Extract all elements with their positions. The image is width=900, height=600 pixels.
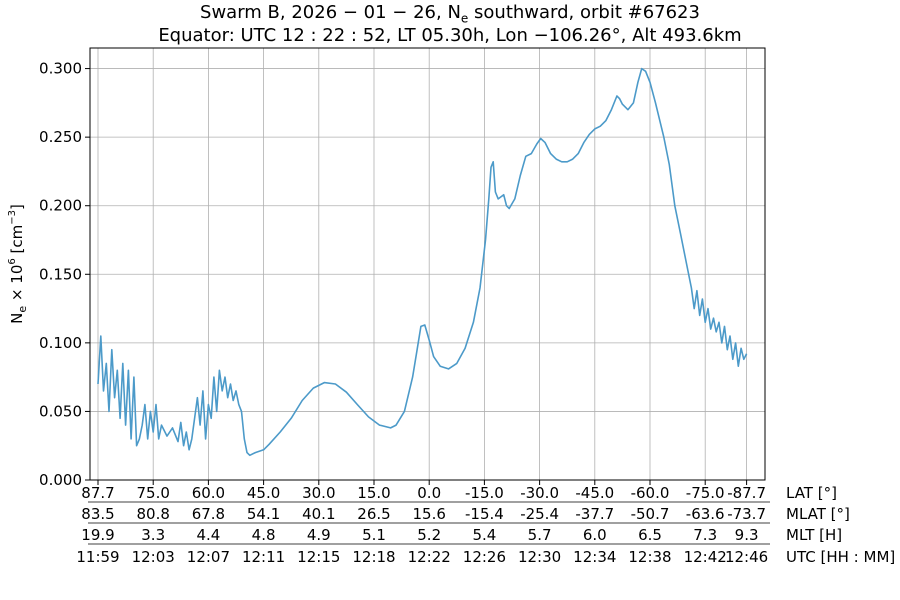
- x-tick-label: -15.4: [465, 505, 504, 523]
- x-tick-label: 12:22: [408, 548, 451, 566]
- x-row-label: UTC [HH : MM]: [786, 548, 895, 566]
- x-tick-label: 12:07: [187, 548, 230, 566]
- y-axis-label: Ne × 106 [cm−3]: [7, 204, 29, 324]
- x-tick-label: -63.6: [686, 505, 725, 523]
- x-tick-label: 45.0: [247, 484, 280, 502]
- y-axis-ticks: 0.000 0.050 0.100 0.150 0.200 0.250 0.300: [39, 60, 90, 489]
- x-tick-label: -45.0: [575, 484, 614, 502]
- plot-frame: [89, 47, 766, 481]
- x-tick-label: 26.5: [357, 505, 390, 523]
- y-tick-label: 0.300: [39, 60, 82, 78]
- x-tick-label: -60.0: [631, 484, 670, 502]
- series-layer: [97, 67, 748, 457]
- y-tick-label: 0.200: [39, 197, 82, 215]
- x-tick-label: 12:30: [518, 548, 561, 566]
- x-tick-label: 5.7: [528, 526, 552, 544]
- y-tick-label: 0.000: [39, 471, 82, 489]
- x-row-label: MLAT [°]: [786, 505, 850, 523]
- x-tick-label: 87.7: [81, 484, 114, 502]
- y-tick-label: 0.050: [39, 402, 82, 420]
- x-tick-label: 12:26: [463, 548, 506, 566]
- x-tick-label: 0.0: [417, 484, 441, 502]
- x-tick-label: 3.3: [141, 526, 165, 544]
- title-suffix: southward, orbit #67623: [468, 2, 700, 23]
- x-tick-label: 30.0: [302, 484, 335, 502]
- x-tick-label: 15.6: [412, 505, 445, 523]
- x-tick-label: 19.9: [81, 526, 114, 544]
- x-tick-label: 12:46: [725, 548, 768, 566]
- x-row-label: MLT [H]: [786, 526, 842, 544]
- x-tick-label: 12:18: [352, 548, 395, 566]
- x-tick-label: 4.9: [307, 526, 331, 544]
- x-tick-label: 15.0: [357, 484, 390, 502]
- chart-title-line1: Swarm B, 2026 − 01 − 26, Ne southward, o…: [0, 2, 900, 26]
- title-prefix: Swarm B, 2026 − 01 − 26, N: [200, 2, 461, 23]
- x-axis-tick-rows: 87.7 75.0 60.0 45.0 30.0 15.0 0.0 -15.0 -30.0 -45…: [76, 484, 895, 566]
- x-tick-label: -15.0: [465, 484, 504, 502]
- x-tick-label: 12:15: [297, 548, 340, 566]
- x-tick-label: -75.0: [686, 484, 725, 502]
- x-tick-label: 12:03: [132, 548, 175, 566]
- x-tick-label: 7.3: [693, 526, 717, 544]
- x-tick-label: 5.2: [417, 526, 441, 544]
- x-tick-label: 4.8: [252, 526, 276, 544]
- x-tick-label: -37.7: [575, 505, 614, 523]
- x-tick-label: 6.0: [583, 526, 607, 544]
- ne-series-line: [97, 67, 748, 457]
- x-tick-label: 60.0: [192, 484, 225, 502]
- x-tick-label: 75.0: [136, 484, 169, 502]
- x-tick-label: 12:38: [628, 548, 671, 566]
- x-tick-label: -50.7: [631, 505, 670, 523]
- x-tick-label: 80.8: [136, 505, 169, 523]
- x-tick-label: -30.0: [520, 484, 559, 502]
- y-tick-label: 0.150: [39, 265, 82, 283]
- x-tick-label: 5.4: [472, 526, 496, 544]
- chart-title-line2: Equator: UTC 12 : 22 : 52, LT 05.30h, Lo…: [158, 25, 742, 46]
- x-row-label: LAT [°]: [786, 484, 837, 502]
- x-tick-label: 9.3: [735, 526, 759, 544]
- x-tick-label: -25.4: [520, 505, 559, 523]
- title-subscript: e: [460, 11, 469, 26]
- x-tick-label: 11:59: [76, 548, 119, 566]
- x-tick-label: 4.4: [196, 526, 220, 544]
- y-tick-label: 0.250: [39, 128, 82, 146]
- y-tick-label: 0.100: [39, 334, 82, 352]
- x-tick-label: 5.1: [362, 526, 386, 544]
- x-tick-label: -73.7: [727, 505, 766, 523]
- x-tick-label: 12:42: [684, 548, 727, 566]
- x-tick-label: 12:11: [242, 548, 285, 566]
- x-tick-label: 83.5: [81, 505, 114, 523]
- x-tick-label: 6.5: [638, 526, 662, 544]
- x-tick-label: 12:34: [573, 548, 616, 566]
- x-tick-label: 40.1: [302, 505, 335, 523]
- x-tick-label: 67.8: [192, 505, 225, 523]
- grid: [90, 48, 765, 485]
- x-tick-label: 54.1: [247, 505, 280, 523]
- x-tick-label: -87.7: [727, 484, 766, 502]
